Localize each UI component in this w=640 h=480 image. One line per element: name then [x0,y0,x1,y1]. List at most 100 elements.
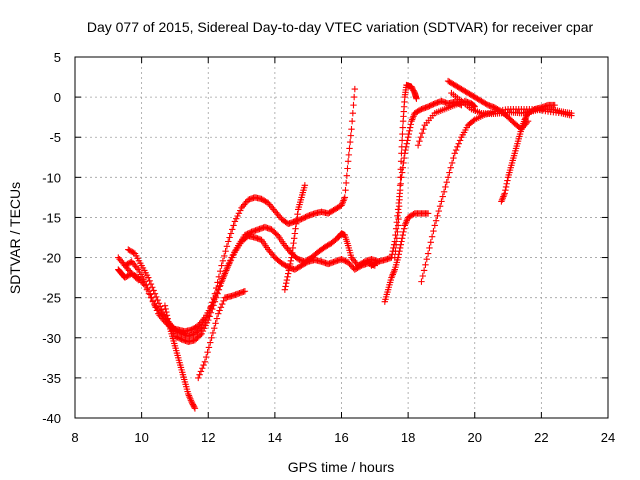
data-point [207,303,215,310]
y-tick-label: -35 [42,371,61,386]
data-point [286,263,293,271]
data-point [448,159,456,167]
data-point [454,143,461,151]
data-point [349,109,357,117]
series-track-15 [115,266,142,284]
series-track-9 [391,81,420,261]
data-point [293,215,301,223]
data-point [227,256,235,264]
data-point [222,247,229,255]
data-point [205,312,212,319]
x-axis-ticks: 8 10 12 14 16 18 20 22 24 [71,57,615,445]
data-point [164,315,171,322]
data-point [230,222,237,229]
data-point [288,254,295,261]
data-point [145,274,152,281]
data-point [209,329,217,337]
data-point [503,180,510,187]
data-point [135,276,142,284]
data-point [434,212,441,220]
y-tick-label: -25 [42,291,61,306]
data-point [301,182,309,189]
data-point [133,275,141,282]
data-point [213,284,220,292]
data-point [452,146,460,154]
x-tick-label: 20 [468,430,482,445]
data-point [199,365,206,372]
x-tick-label: 18 [401,430,415,445]
data-point [235,210,243,217]
data-point [446,169,453,176]
data-point [398,150,405,157]
data-point [200,361,207,369]
data-point [418,130,426,137]
data-point [287,257,295,264]
data-point [397,180,404,187]
data-point [390,244,397,252]
data-point [343,172,351,179]
data-point [207,339,214,346]
data-point [350,101,357,109]
data-point [344,165,351,172]
data-point [209,299,216,306]
data-point [221,252,228,260]
data-point [391,238,398,245]
series-track-8 [381,210,432,305]
data-point [392,241,400,248]
data-point [450,154,457,162]
data-point [393,219,400,226]
data-point [438,198,445,205]
data-point [424,250,432,257]
series-track-10 [414,97,478,149]
data-point [471,103,478,110]
data-point [400,228,407,236]
data-point [219,275,227,282]
data-point [215,310,222,317]
y-axis-label: SDTVAR / TECUs [7,182,23,294]
data-point [396,196,403,203]
data-point [149,298,157,305]
data-point [290,235,298,242]
data-point [416,138,423,145]
y-tick-label: -40 [42,411,61,426]
data-point [426,244,433,252]
data-point [504,177,511,184]
y-tick-label: 5 [54,50,61,65]
data-point [422,261,429,268]
data-point [289,244,297,252]
data-point [342,186,349,194]
data-point [230,251,237,258]
data-point [391,254,398,261]
data-point [145,290,153,297]
data-point [196,371,203,378]
data-point [292,220,300,228]
data-point [291,230,299,237]
data-point [455,140,462,147]
series-track-2 [121,232,379,345]
data-point [285,270,292,277]
data-point [398,169,406,176]
data-point [420,267,428,274]
data-point [294,211,301,218]
data-point [195,374,202,382]
data-point [350,93,358,101]
data-point [216,307,223,314]
series-track-4 [161,302,199,412]
y-tick-label: -30 [42,331,61,346]
data-point [404,134,412,141]
data-point [436,203,444,210]
data-point [398,143,405,151]
data-point [206,307,213,315]
data-point [406,127,413,135]
data-point [428,233,436,240]
data-point [234,212,241,220]
data-point [211,290,219,297]
data-point [205,344,213,351]
data-point [407,121,414,128]
data-point [396,182,404,189]
x-tick-label: 24 [601,430,615,445]
data-point [220,297,227,305]
y-tick-label: 0 [54,90,61,105]
data-point [451,150,458,157]
data-point [502,183,510,191]
